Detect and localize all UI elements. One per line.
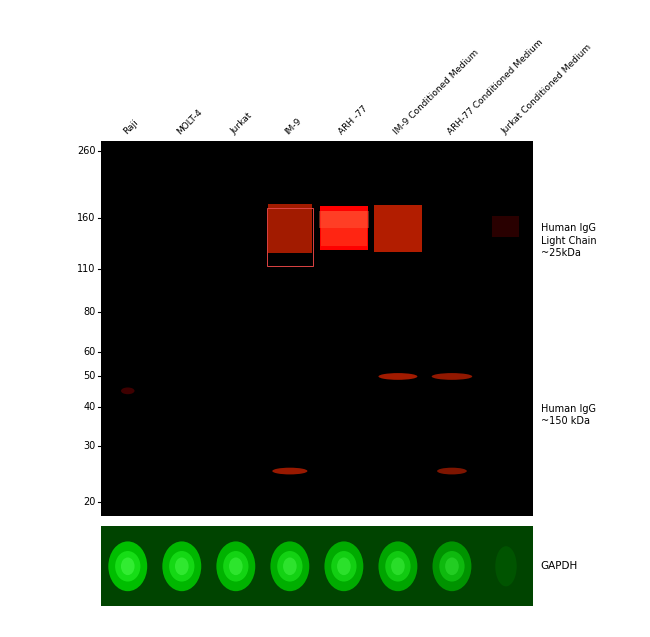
Text: 40: 40: [83, 402, 96, 412]
Ellipse shape: [391, 557, 405, 575]
Text: Human IgG
~150 kDa: Human IgG ~150 kDa: [541, 404, 596, 426]
Ellipse shape: [277, 551, 302, 582]
Ellipse shape: [283, 557, 296, 575]
Bar: [319, 211, 369, 229]
Ellipse shape: [439, 551, 465, 582]
Ellipse shape: [385, 551, 411, 582]
Ellipse shape: [270, 541, 309, 591]
Ellipse shape: [324, 541, 363, 591]
Text: 260: 260: [77, 147, 96, 157]
Ellipse shape: [445, 557, 459, 575]
Ellipse shape: [109, 541, 147, 591]
Text: 80: 80: [83, 307, 96, 317]
Text: Human IgG
Light Chain
~25kDa: Human IgG Light Chain ~25kDa: [541, 224, 597, 258]
Text: ARH -77: ARH -77: [337, 104, 370, 136]
Text: GAPDH: GAPDH: [541, 561, 578, 571]
Ellipse shape: [115, 551, 140, 582]
Text: IM-9 Conditioned Medium: IM-9 Conditioned Medium: [391, 48, 480, 136]
Bar: [321, 211, 367, 247]
Text: Jurkat Conditioned Medium: Jurkat Conditioned Medium: [500, 43, 593, 136]
Ellipse shape: [437, 468, 467, 475]
Text: 30: 30: [83, 441, 96, 451]
Ellipse shape: [432, 373, 472, 380]
Text: 110: 110: [77, 264, 96, 274]
Bar: [268, 204, 312, 253]
Ellipse shape: [121, 387, 135, 394]
Ellipse shape: [378, 373, 417, 380]
Bar: [320, 206, 368, 250]
Ellipse shape: [223, 551, 248, 582]
Bar: [267, 208, 313, 266]
Ellipse shape: [495, 546, 517, 586]
Ellipse shape: [229, 557, 242, 575]
Ellipse shape: [162, 541, 202, 591]
Text: Raji: Raji: [122, 118, 140, 136]
Text: IM-9: IM-9: [283, 117, 304, 136]
Text: 50: 50: [83, 371, 96, 382]
Ellipse shape: [272, 468, 307, 475]
Text: 160: 160: [77, 213, 96, 223]
Ellipse shape: [432, 541, 471, 591]
Text: MOLT-4: MOLT-4: [176, 108, 204, 136]
Ellipse shape: [378, 541, 417, 591]
Ellipse shape: [121, 557, 135, 575]
Ellipse shape: [216, 541, 255, 591]
Text: Jurkat: Jurkat: [229, 111, 255, 136]
Ellipse shape: [175, 557, 188, 575]
Ellipse shape: [332, 551, 357, 582]
Ellipse shape: [337, 557, 351, 575]
Ellipse shape: [169, 551, 194, 582]
Text: 20: 20: [83, 496, 96, 506]
Text: 60: 60: [83, 347, 96, 357]
Bar: [374, 205, 422, 252]
Bar: [493, 215, 519, 238]
Text: ARH-77 Conditioned Medium: ARH-77 Conditioned Medium: [446, 38, 544, 136]
